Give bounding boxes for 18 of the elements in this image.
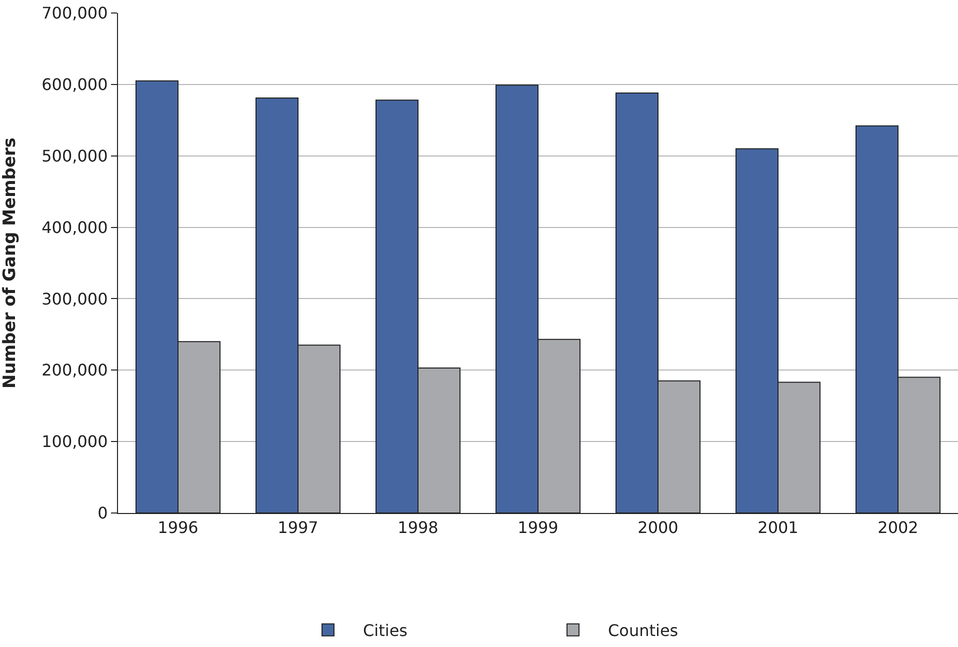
y-tick-label: 200,000	[42, 360, 108, 380]
y-tick-label: 0	[98, 504, 108, 523]
x-tick-label: 1997	[278, 518, 318, 538]
y-tick-label: 300,000	[42, 289, 108, 308]
x-tick-label: 1999	[518, 518, 558, 538]
y-tick-label: 600,000	[42, 75, 108, 94]
x-tick-label: 2001	[758, 518, 798, 538]
y-axis-title: Number of Gang Members	[0, 137, 20, 389]
x-tick-label: 2002	[878, 518, 918, 538]
x-tick-label: 2000	[638, 518, 678, 538]
y-tick-label: 400,000	[42, 218, 108, 237]
legend-label: Counties	[608, 621, 678, 640]
y-tick-label: 100,000	[42, 432, 108, 452]
y-tick-label: 500,000	[42, 146, 108, 166]
legend-label: Cities	[363, 621, 408, 640]
x-tick-label: 1998	[398, 518, 438, 538]
x-tick-label: 1996	[158, 518, 198, 538]
y-tick-label: 700,000	[42, 4, 108, 23]
